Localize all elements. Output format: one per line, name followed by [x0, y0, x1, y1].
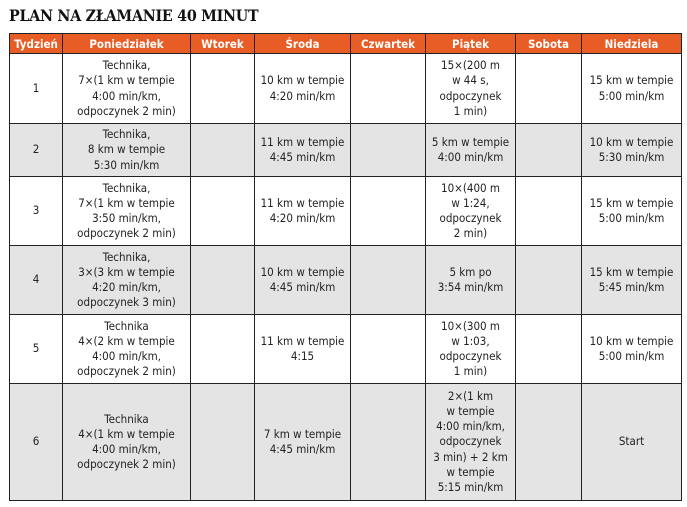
- table-cell: 4: [9, 245, 63, 315]
- column-header: Tydzień: [9, 33, 63, 54]
- table-cell: 5 km po 3:54 min/km: [425, 245, 516, 315]
- table-cell: 5: [9, 314, 63, 384]
- table-cell: [515, 176, 582, 246]
- table-cell: [350, 314, 426, 384]
- table-cell: [515, 123, 582, 177]
- table-cell: [190, 176, 255, 246]
- table-cell: 11 km w tempie 4:45 min/km: [254, 123, 351, 177]
- table-cell: 2×(1 km w tempie 4:00 min/km, odpoczynek…: [425, 383, 516, 501]
- header-row: Tydzień Poniedziałek Wtorek Środa Czwartek Pi…: [9, 33, 682, 54]
- table-cell: Start: [581, 383, 682, 501]
- table-row: 3 Technika, 7×(1 km w tempie 3:50 min/km,…: [9, 176, 682, 246]
- table-cell: 2: [9, 123, 63, 177]
- column-header: Czwartek: [350, 33, 426, 54]
- table-cell: [350, 245, 426, 315]
- table-cell: 15 km w tempie 5:00 min/km: [581, 53, 682, 124]
- table-cell: [515, 383, 582, 501]
- table-cell: 11 km w tempie 4:15: [254, 314, 351, 384]
- table-cell: Technika 4×(1 km w tempie 4:00 min/km, o…: [62, 383, 191, 501]
- table-cell: [190, 314, 255, 384]
- table-cell: Technika 4×(2 km w tempie 4:00 min/km, o…: [62, 314, 191, 384]
- column-header: Wtorek: [190, 33, 255, 54]
- table-cell: [350, 123, 426, 177]
- column-header: Sobota: [515, 33, 582, 54]
- table-cell: [515, 53, 582, 124]
- table-row: 2 Technika, 8 km w tempie 5:30 min/km 11 k…: [9, 123, 682, 177]
- table-cell: 15 km w tempie 5:45 min/km: [581, 245, 682, 315]
- column-header: Piątek: [425, 33, 516, 54]
- table-cell: [350, 383, 426, 501]
- table-cell: 7 km w tempie 4:45 min/km: [254, 383, 351, 501]
- table-cell: 10×(400 m w 1:24, odpoczynek 2 min): [425, 176, 516, 246]
- column-header: Środa: [254, 33, 351, 54]
- table-cell: 10 km w tempie 4:20 min/km: [254, 53, 351, 124]
- table-cell: [350, 176, 426, 246]
- table-row: 6 Technika 4×(1 km w tempie 4:00 min/km, …: [9, 383, 682, 501]
- page-title: PLAN NA ZŁAMANIE 40 MINUT: [9, 6, 259, 25]
- table-cell: 6: [9, 383, 63, 501]
- table-cell: Technika, 8 km w tempie 5:30 min/km: [62, 123, 191, 177]
- table-cell: 10 km w tempie 5:30 min/km: [581, 123, 682, 177]
- table-cell: Technika, 7×(1 km w tempie 4:00 min/km, …: [62, 53, 191, 124]
- table-cell: Technika, 7×(1 km w tempie 3:50 min/km, …: [62, 176, 191, 246]
- table-cell: 11 km w tempie 4:20 min/km: [254, 176, 351, 246]
- table-cell: [190, 53, 255, 124]
- table-cell: Technika, 3×(3 km w tempie 4:20 min/km, …: [62, 245, 191, 315]
- table-cell: 10×(300 m w 1:03, odpoczynek 1 min): [425, 314, 516, 384]
- table-row: 1 Technika, 7×(1 km w tempie 4:00 min/km,…: [9, 53, 682, 124]
- table-row: 5 Technika 4×(2 km w tempie 4:00 min/km, …: [9, 314, 682, 384]
- table-cell: [515, 245, 582, 315]
- table-cell: 5 km w tempie 4:00 min/km: [425, 123, 516, 177]
- table-cell: 10 km w tempie 5:00 min/km: [581, 314, 682, 384]
- table-cell: 3: [9, 176, 63, 246]
- table-cell: [190, 123, 255, 177]
- table-cell: 10 km w tempie 4:45 min/km: [254, 245, 351, 315]
- table-cell: [515, 314, 582, 384]
- table-row: 4 Technika, 3×(3 km w tempie 4:20 min/km,…: [9, 245, 682, 315]
- column-header: Poniedziałek: [62, 33, 191, 54]
- table-cell: [190, 245, 255, 315]
- table-cell: 15 km w tempie 5:00 min/km: [581, 176, 682, 246]
- table-cell: 15×(200 m w 44 s, odpoczynek 1 min): [425, 53, 516, 124]
- column-header: Niedziela: [581, 33, 682, 54]
- table-cell: [350, 53, 426, 124]
- training-plan-table: Tydzień Poniedziałek Wtorek Środa Czwartek Pi…: [9, 33, 682, 501]
- table-cell: 1: [9, 53, 63, 124]
- table-cell: [190, 383, 255, 501]
